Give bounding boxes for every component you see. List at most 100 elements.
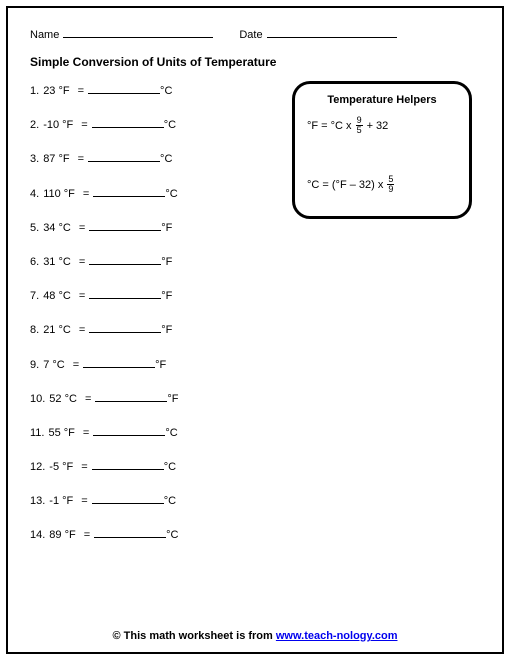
name-field: Name [30,26,213,41]
footer: © This math worksheet is from www.teach-… [8,630,502,642]
answer-blank[interactable] [89,288,161,299]
problem-value: 55 °F [48,427,74,440]
target-unit: °F [161,256,172,269]
problem-number: 10. [30,393,45,406]
equals-sign: = [83,188,89,201]
equals-sign: = [81,495,87,508]
problem-number: 3. [30,153,39,166]
target-unit: °F [161,324,172,337]
target-unit: °F [161,222,172,235]
answer-blank[interactable] [92,117,164,128]
date-field: Date [239,26,396,41]
target-unit: °F [155,359,166,372]
answer-blank[interactable] [83,357,155,368]
problem-value: 31 °C [43,256,71,269]
problem-row: 10.52 °C=°F [30,391,480,406]
equals-sign: = [81,119,87,132]
equals-sign: = [83,427,89,440]
equals-sign: = [78,85,84,98]
answer-blank[interactable] [89,220,161,231]
target-unit: °C [164,461,176,474]
problem-row: 9. 7 °C = °F [30,357,480,372]
problem-row: 13. -1 °F = °C [30,493,480,508]
problem-value: -5 °F [49,461,73,474]
footer-link[interactable]: www.teach-nology.com [276,630,398,642]
answer-blank[interactable] [88,151,160,162]
target-unit: °C [164,119,176,132]
answer-blank[interactable] [92,459,164,470]
problem-number: 6. [30,256,39,269]
problem-value: 48 °C [43,290,71,303]
problem-value: 23 °F [43,85,69,98]
answer-blank[interactable] [89,254,161,265]
date-blank[interactable] [267,26,397,38]
target-unit: °C [165,188,177,201]
equals-sign: = [79,290,85,303]
answer-blank[interactable] [93,425,165,436]
problem-number: 13. [30,495,45,508]
problem-number: 14. [30,529,45,542]
target-unit: °C [160,153,172,166]
target-unit: °C [160,85,172,98]
problem-number: 11. [30,427,44,440]
answer-blank[interactable] [93,186,165,197]
helper-box: Temperature Helpers °F = °C x 9 5 + 32 °… [292,81,472,219]
problem-value: 89 °F [49,529,75,542]
frac-den: 9 [387,185,394,194]
problem-value: -1 °F [49,495,73,508]
problem-value: 110 °F [43,188,75,201]
equals-sign: = [81,461,87,474]
problem-value: -10 °F [43,119,73,132]
problem-value: 52 °C [49,393,77,406]
problem-number: 2. [30,119,39,132]
target-unit: °C [166,529,178,542]
formula1-prefix: °F = °C x [307,120,352,132]
fraction-9-5: 9 5 [356,116,363,135]
equals-sign: = [79,222,85,235]
answer-blank[interactable] [88,83,160,94]
name-blank[interactable] [63,26,213,38]
problem-row: 5. 34 °C = °F [30,220,480,235]
problem-number: 4. [30,188,39,201]
content-area: 1. 23 °F = °C 2. -10 °F = °C 3. 87 °F = °C 4. 110 °F =… [30,83,480,543]
worksheet-page: Name Date Simple Conversion of Units of … [6,6,504,654]
formula2-prefix: °C = (°F – 32) x [307,179,383,191]
target-unit: °C [164,495,176,508]
problem-row: 8. 21 °C = °F [30,322,480,337]
problem-row: 14. 89 °F = °C [30,527,480,542]
formula-f-to-c: °F = °C x 9 5 + 32 [307,116,457,135]
answer-blank[interactable] [92,493,164,504]
problem-number: 1. [30,85,39,98]
header-row: Name Date [30,26,480,41]
target-unit: °C [165,427,177,440]
answer-blank[interactable] [89,322,161,333]
problem-number: 7. [30,290,39,303]
name-label: Name [30,29,59,41]
problem-number: 8. [30,324,39,337]
equals-sign: = [79,256,85,269]
problem-value: 34 °C [43,222,71,235]
target-unit: °F [161,290,172,303]
formula-c-to-f: °C = (°F – 32) x 5 9 [307,175,457,194]
problem-number: 5. [30,222,39,235]
equals-sign: = [79,324,85,337]
equals-sign: = [73,359,79,372]
date-label: Date [239,29,262,41]
formula1-suffix: + 32 [367,120,389,132]
footer-prefix: © This math worksheet is from [113,630,276,642]
equals-sign: = [84,529,90,542]
problem-number: 12. [30,461,45,474]
helper-title: Temperature Helpers [307,94,457,106]
problem-value: 21 °C [43,324,71,337]
problem-value: 7 °C [43,359,65,372]
problem-number: 9. [30,359,39,372]
equals-sign: = [78,153,84,166]
problem-value: 87 °F [43,153,69,166]
problem-row: 11. 55 °F = °C [30,425,480,440]
target-unit: °F [167,393,178,406]
answer-blank[interactable] [94,527,166,538]
problem-row: 7. 48 °C = °F [30,288,480,303]
answer-blank[interactable] [95,391,167,402]
frac-den: 5 [356,126,363,135]
problem-row: 6. 31 °C = °F [30,254,480,269]
